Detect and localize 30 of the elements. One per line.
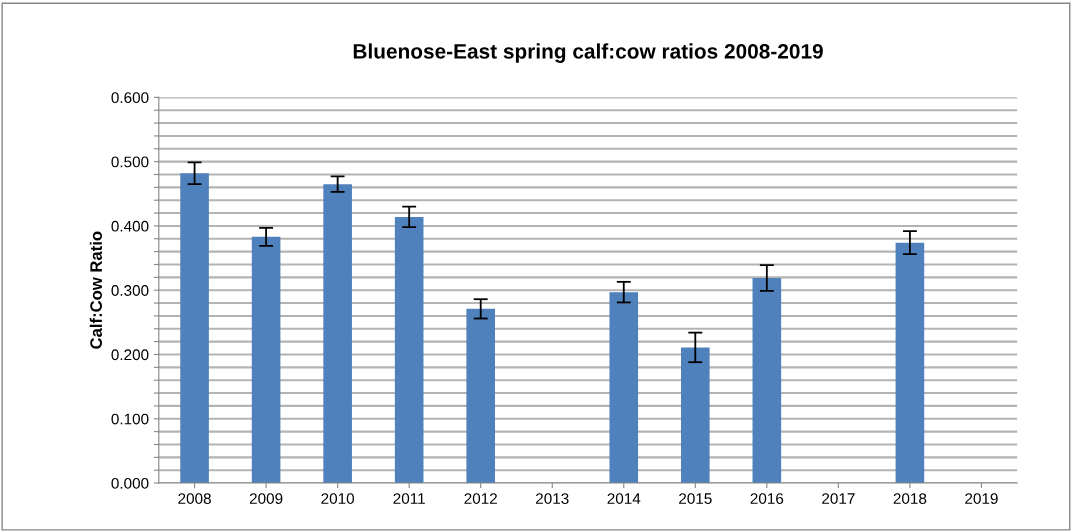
bar — [681, 347, 710, 484]
x-tick-label: 2019 — [965, 493, 998, 504]
y-tick-label: 0.300 — [111, 285, 149, 296]
x-tick-label: 2012 — [464, 493, 497, 504]
bar — [251, 236, 281, 484]
x-tick-label: 2016 — [750, 493, 784, 504]
bar — [323, 184, 352, 484]
bar — [752, 277, 782, 484]
x-tick-label: 2008 — [178, 493, 211, 504]
y-tick-label: 0.100 — [111, 413, 149, 425]
chart-title: Bluenose-East spring calf:cow ratios 2008-2019 — [353, 43, 823, 63]
x-tick-label: 2013 — [536, 493, 569, 504]
bar — [895, 242, 925, 484]
x-tick-label: 2009 — [249, 493, 283, 504]
bar — [466, 308, 496, 484]
y-axis-title: Calf:Cow Ratio — [89, 231, 102, 349]
x-tick-label: 2010 — [321, 493, 355, 504]
x-tick-label: 2014 — [607, 493, 641, 504]
x-tick-label: 2015 — [679, 493, 712, 504]
bar — [609, 292, 639, 484]
x-tick-label: 2017 — [822, 493, 855, 504]
y-tick-label: 0.000 — [111, 477, 149, 489]
y-tick-label: 0.500 — [111, 156, 149, 168]
y-tick-label: 0.600 — [111, 92, 149, 104]
x-tick-label: 2018 — [893, 493, 927, 504]
y-tick-label: 0.400 — [111, 220, 149, 232]
x-tick-label: 2011 — [393, 493, 425, 504]
y-tick-label: 0.200 — [111, 349, 149, 361]
bar — [180, 173, 209, 484]
bar — [394, 216, 424, 484]
